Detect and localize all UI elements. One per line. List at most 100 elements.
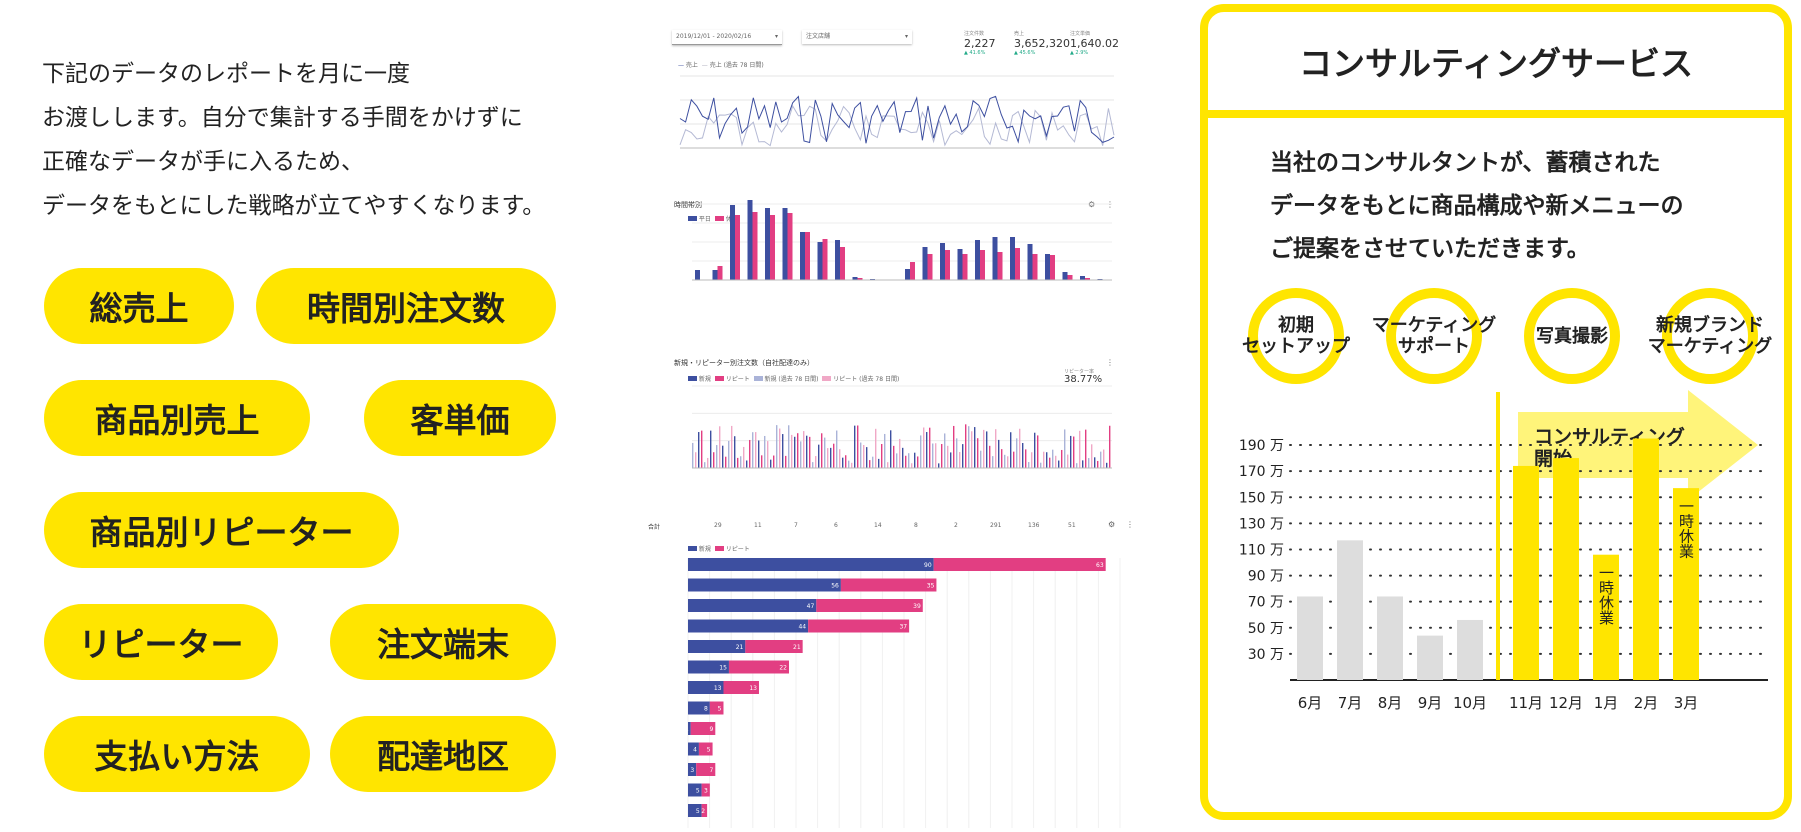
repeat-bar xyxy=(842,457,844,468)
legend-label: 売上 (過去 78 日間) xyxy=(709,62,764,69)
header-number: 14 xyxy=(874,522,882,529)
repeat-bar xyxy=(1085,429,1087,468)
hourly-bar-weekday xyxy=(712,270,718,280)
header-number: 8 xyxy=(914,522,918,529)
consulting-panel: コンサルティングサービス 当社のコンサルタントが、蓄積された データをもとに商品… xyxy=(1200,4,1792,820)
repeat-bar xyxy=(761,455,763,468)
x-tick-label: 10月 xyxy=(1453,694,1487,712)
header-number: 6 xyxy=(834,522,838,529)
hourly-bar-weekday xyxy=(957,249,963,280)
hourly-bar-weekday xyxy=(1027,244,1033,280)
repeat-rate-label: リピーター率 xyxy=(1064,369,1095,375)
hbar-new-label: 90 xyxy=(924,562,932,569)
hbar-new-label: 21 xyxy=(736,644,744,651)
repeat-bar xyxy=(884,433,886,468)
repeat-title: 新規・リピーター別注文数（自社配達のみ） xyxy=(674,359,814,367)
hourly-bar-weekday xyxy=(1010,237,1015,280)
repeat-bar xyxy=(773,455,775,468)
repeat-bar xyxy=(803,431,805,468)
repeat-bar xyxy=(1088,458,1090,468)
repeat-bar xyxy=(899,438,901,468)
repeat-bar xyxy=(716,445,718,468)
repeat-bar xyxy=(950,452,952,468)
hbar-new xyxy=(688,578,841,592)
hourly-bar-holiday xyxy=(1067,275,1073,280)
repeat-bar xyxy=(1049,457,1051,468)
repeat-bar xyxy=(827,448,829,468)
step-photography: 写真撮影 xyxy=(1497,326,1647,347)
y-tick-label: 150 万 xyxy=(1239,490,1284,506)
date-range-select[interactable]: 2019/12/01 - 2020/02/16 ▾ xyxy=(672,30,782,45)
repeat-bar xyxy=(854,425,856,468)
kpi-unit-price: 注文単価 1,640.02 ▲ 2.9% xyxy=(1070,30,1119,56)
repeat-bar xyxy=(962,444,964,468)
total-label: 合計 xyxy=(648,524,661,531)
store-filter-value: 注文店舗 xyxy=(806,33,831,40)
repeat-bar xyxy=(740,456,742,468)
repeat-bar xyxy=(875,428,877,468)
step-label: マーケティング xyxy=(1371,315,1497,336)
dashboard-product-repeaters: 合計 29 11 7 6 14 8 2 291 136 51 ⚙ ⋮ 新規 リピ… xyxy=(648,520,1138,832)
intro-line: データをもとにした戦略が立てやすくなります。 xyxy=(42,193,546,219)
dashboard-sales-line: 2019/12/01 - 2020/02/16 ▾ 注文店舗 ▾ 注文件数 2,22… xyxy=(668,26,1119,176)
sales-bar xyxy=(1633,438,1659,680)
hbar-repeat xyxy=(840,578,937,592)
repeat-bar xyxy=(1067,454,1069,468)
repeat-bar xyxy=(947,445,949,468)
sales-bar xyxy=(1673,488,1699,680)
repeat-bar xyxy=(776,425,778,468)
repeat-bar xyxy=(845,455,847,468)
store-filter-select[interactable]: 注文店舗 ▾ xyxy=(802,30,912,44)
more-icon[interactable]: ⋮ xyxy=(1126,520,1134,529)
repeat-bar xyxy=(1073,436,1075,468)
repeat-bar xyxy=(1046,452,1048,468)
step-new-brand-marketing: 新規ブランド マーケティング xyxy=(1635,315,1785,357)
kpi-change: ▲ 2.9% xyxy=(1070,50,1089,56)
hourly-bar-weekday xyxy=(940,243,945,280)
hbar-new xyxy=(688,558,934,571)
repeat-bar xyxy=(812,462,814,468)
x-tick-label: 7月 xyxy=(1338,694,1363,712)
repeat-bar xyxy=(1061,449,1063,468)
repeat-bar xyxy=(881,443,883,468)
repeat-bar xyxy=(1052,449,1054,468)
hbar-new-label: 4 xyxy=(693,747,697,754)
x-tick-label: 3月 xyxy=(1674,694,1699,712)
hourly-bar-weekday xyxy=(765,208,770,280)
x-tick-label: 2月 xyxy=(1634,694,1659,712)
repeat-bar xyxy=(788,425,790,468)
repeat-bar xyxy=(1079,430,1081,468)
step-initial-setup: 初期 セットアップ xyxy=(1221,315,1371,357)
hbar-repeat-label: 13 xyxy=(749,685,757,692)
gear-icon[interactable]: ⚙ xyxy=(1108,520,1116,529)
hourly-bar-holiday xyxy=(1015,248,1020,280)
repeat-bar xyxy=(848,460,850,468)
kpi-orders: 注文件数 2,227 ▲ 41.6% xyxy=(964,30,1014,56)
consulting-title: コンサルティングサービス xyxy=(1208,12,1784,118)
repeat-bar xyxy=(983,429,985,468)
repeat-bar xyxy=(836,430,838,468)
intro-line: 正確なデータが手に入るため、 xyxy=(42,149,364,175)
repeat-bar xyxy=(989,445,991,468)
annotation-label: 一時休業 xyxy=(1597,565,1615,625)
kpi-value: 1,640.02 xyxy=(1070,37,1119,50)
repeat-bar xyxy=(785,455,787,468)
hbar-new xyxy=(688,640,746,653)
hbar-repeat xyxy=(701,804,708,817)
repeat-bar xyxy=(818,444,820,468)
repeat-bar xyxy=(725,456,727,468)
repeat-bar xyxy=(824,437,826,468)
repeat-bar xyxy=(737,457,739,468)
step-label: サポート xyxy=(1398,336,1470,357)
chevron-down-icon: ▾ xyxy=(904,33,908,40)
hourly-bar-holiday xyxy=(910,262,915,280)
hourly-bar-weekday xyxy=(905,269,910,280)
step-marketing-support: マーケティング サポート xyxy=(1359,315,1509,357)
more-icon[interactable]: ⋮ xyxy=(1106,358,1114,367)
sales-bar xyxy=(1593,554,1619,680)
hourly-bar-holiday xyxy=(752,212,758,280)
repeat-bar xyxy=(782,434,784,468)
kpi-change: ▲ 41.6% xyxy=(964,50,986,56)
repeat-bar xyxy=(1034,432,1036,468)
repeat-bar xyxy=(800,441,802,468)
